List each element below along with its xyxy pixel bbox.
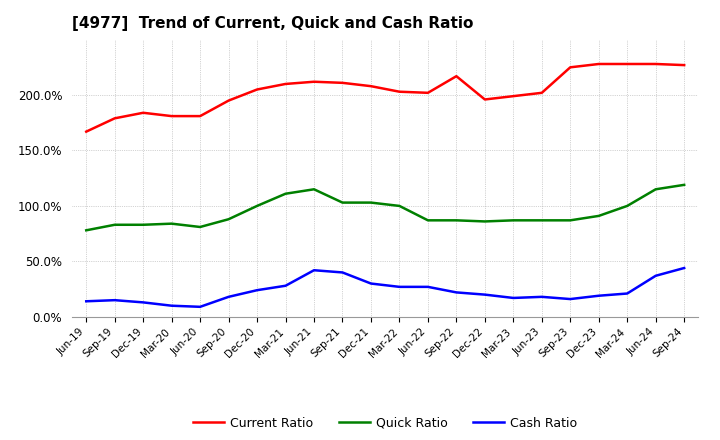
Current Ratio xyxy=(82,129,91,134)
Current Ratio xyxy=(595,61,603,66)
Quick Ratio xyxy=(395,203,404,209)
Quick Ratio xyxy=(652,187,660,192)
Current Ratio xyxy=(566,65,575,70)
Current Ratio xyxy=(366,84,375,89)
Line: Cash Ratio: Cash Ratio xyxy=(86,268,684,307)
Current Ratio xyxy=(652,61,660,66)
Quick Ratio xyxy=(338,200,347,205)
Quick Ratio xyxy=(253,203,261,209)
Text: [4977]  Trend of Current, Quick and Cash Ratio: [4977] Trend of Current, Quick and Cash … xyxy=(72,16,473,32)
Quick Ratio xyxy=(452,218,461,223)
Current Ratio xyxy=(509,94,518,99)
Cash Ratio xyxy=(196,304,204,309)
Quick Ratio xyxy=(82,227,91,233)
Legend: Current Ratio, Quick Ratio, Cash Ratio: Current Ratio, Quick Ratio, Cash Ratio xyxy=(188,412,582,435)
Cash Ratio xyxy=(509,295,518,301)
Cash Ratio xyxy=(680,265,688,271)
Quick Ratio xyxy=(196,224,204,230)
Cash Ratio xyxy=(566,297,575,302)
Current Ratio xyxy=(680,62,688,68)
Quick Ratio xyxy=(110,222,119,227)
Current Ratio xyxy=(480,97,489,102)
Quick Ratio xyxy=(537,218,546,223)
Quick Ratio xyxy=(680,182,688,187)
Cash Ratio xyxy=(480,292,489,297)
Current Ratio xyxy=(423,90,432,95)
Quick Ratio xyxy=(139,222,148,227)
Cash Ratio xyxy=(652,273,660,279)
Cash Ratio xyxy=(82,299,91,304)
Cash Ratio xyxy=(595,293,603,298)
Cash Ratio xyxy=(253,288,261,293)
Quick Ratio xyxy=(167,221,176,226)
Current Ratio xyxy=(623,61,631,66)
Current Ratio xyxy=(196,114,204,119)
Current Ratio xyxy=(110,116,119,121)
Current Ratio xyxy=(537,90,546,95)
Quick Ratio xyxy=(225,216,233,222)
Quick Ratio xyxy=(423,218,432,223)
Cash Ratio xyxy=(423,284,432,290)
Cash Ratio xyxy=(338,270,347,275)
Current Ratio xyxy=(282,81,290,87)
Quick Ratio xyxy=(480,219,489,224)
Quick Ratio xyxy=(566,218,575,223)
Cash Ratio xyxy=(139,300,148,305)
Cash Ratio xyxy=(310,268,318,273)
Current Ratio xyxy=(225,98,233,103)
Current Ratio xyxy=(253,87,261,92)
Current Ratio xyxy=(310,79,318,84)
Cash Ratio xyxy=(452,290,461,295)
Cash Ratio xyxy=(366,281,375,286)
Cash Ratio xyxy=(167,303,176,308)
Cash Ratio xyxy=(395,284,404,290)
Cash Ratio xyxy=(110,297,119,303)
Quick Ratio xyxy=(595,213,603,219)
Cash Ratio xyxy=(282,283,290,288)
Current Ratio xyxy=(452,73,461,79)
Current Ratio xyxy=(139,110,148,115)
Cash Ratio xyxy=(225,294,233,300)
Current Ratio xyxy=(395,89,404,94)
Quick Ratio xyxy=(366,200,375,205)
Quick Ratio xyxy=(509,218,518,223)
Quick Ratio xyxy=(310,187,318,192)
Line: Quick Ratio: Quick Ratio xyxy=(86,185,684,230)
Quick Ratio xyxy=(282,191,290,196)
Line: Current Ratio: Current Ratio xyxy=(86,64,684,132)
Quick Ratio xyxy=(623,203,631,209)
Current Ratio xyxy=(167,114,176,119)
Cash Ratio xyxy=(537,294,546,300)
Current Ratio xyxy=(338,80,347,85)
Cash Ratio xyxy=(623,291,631,296)
